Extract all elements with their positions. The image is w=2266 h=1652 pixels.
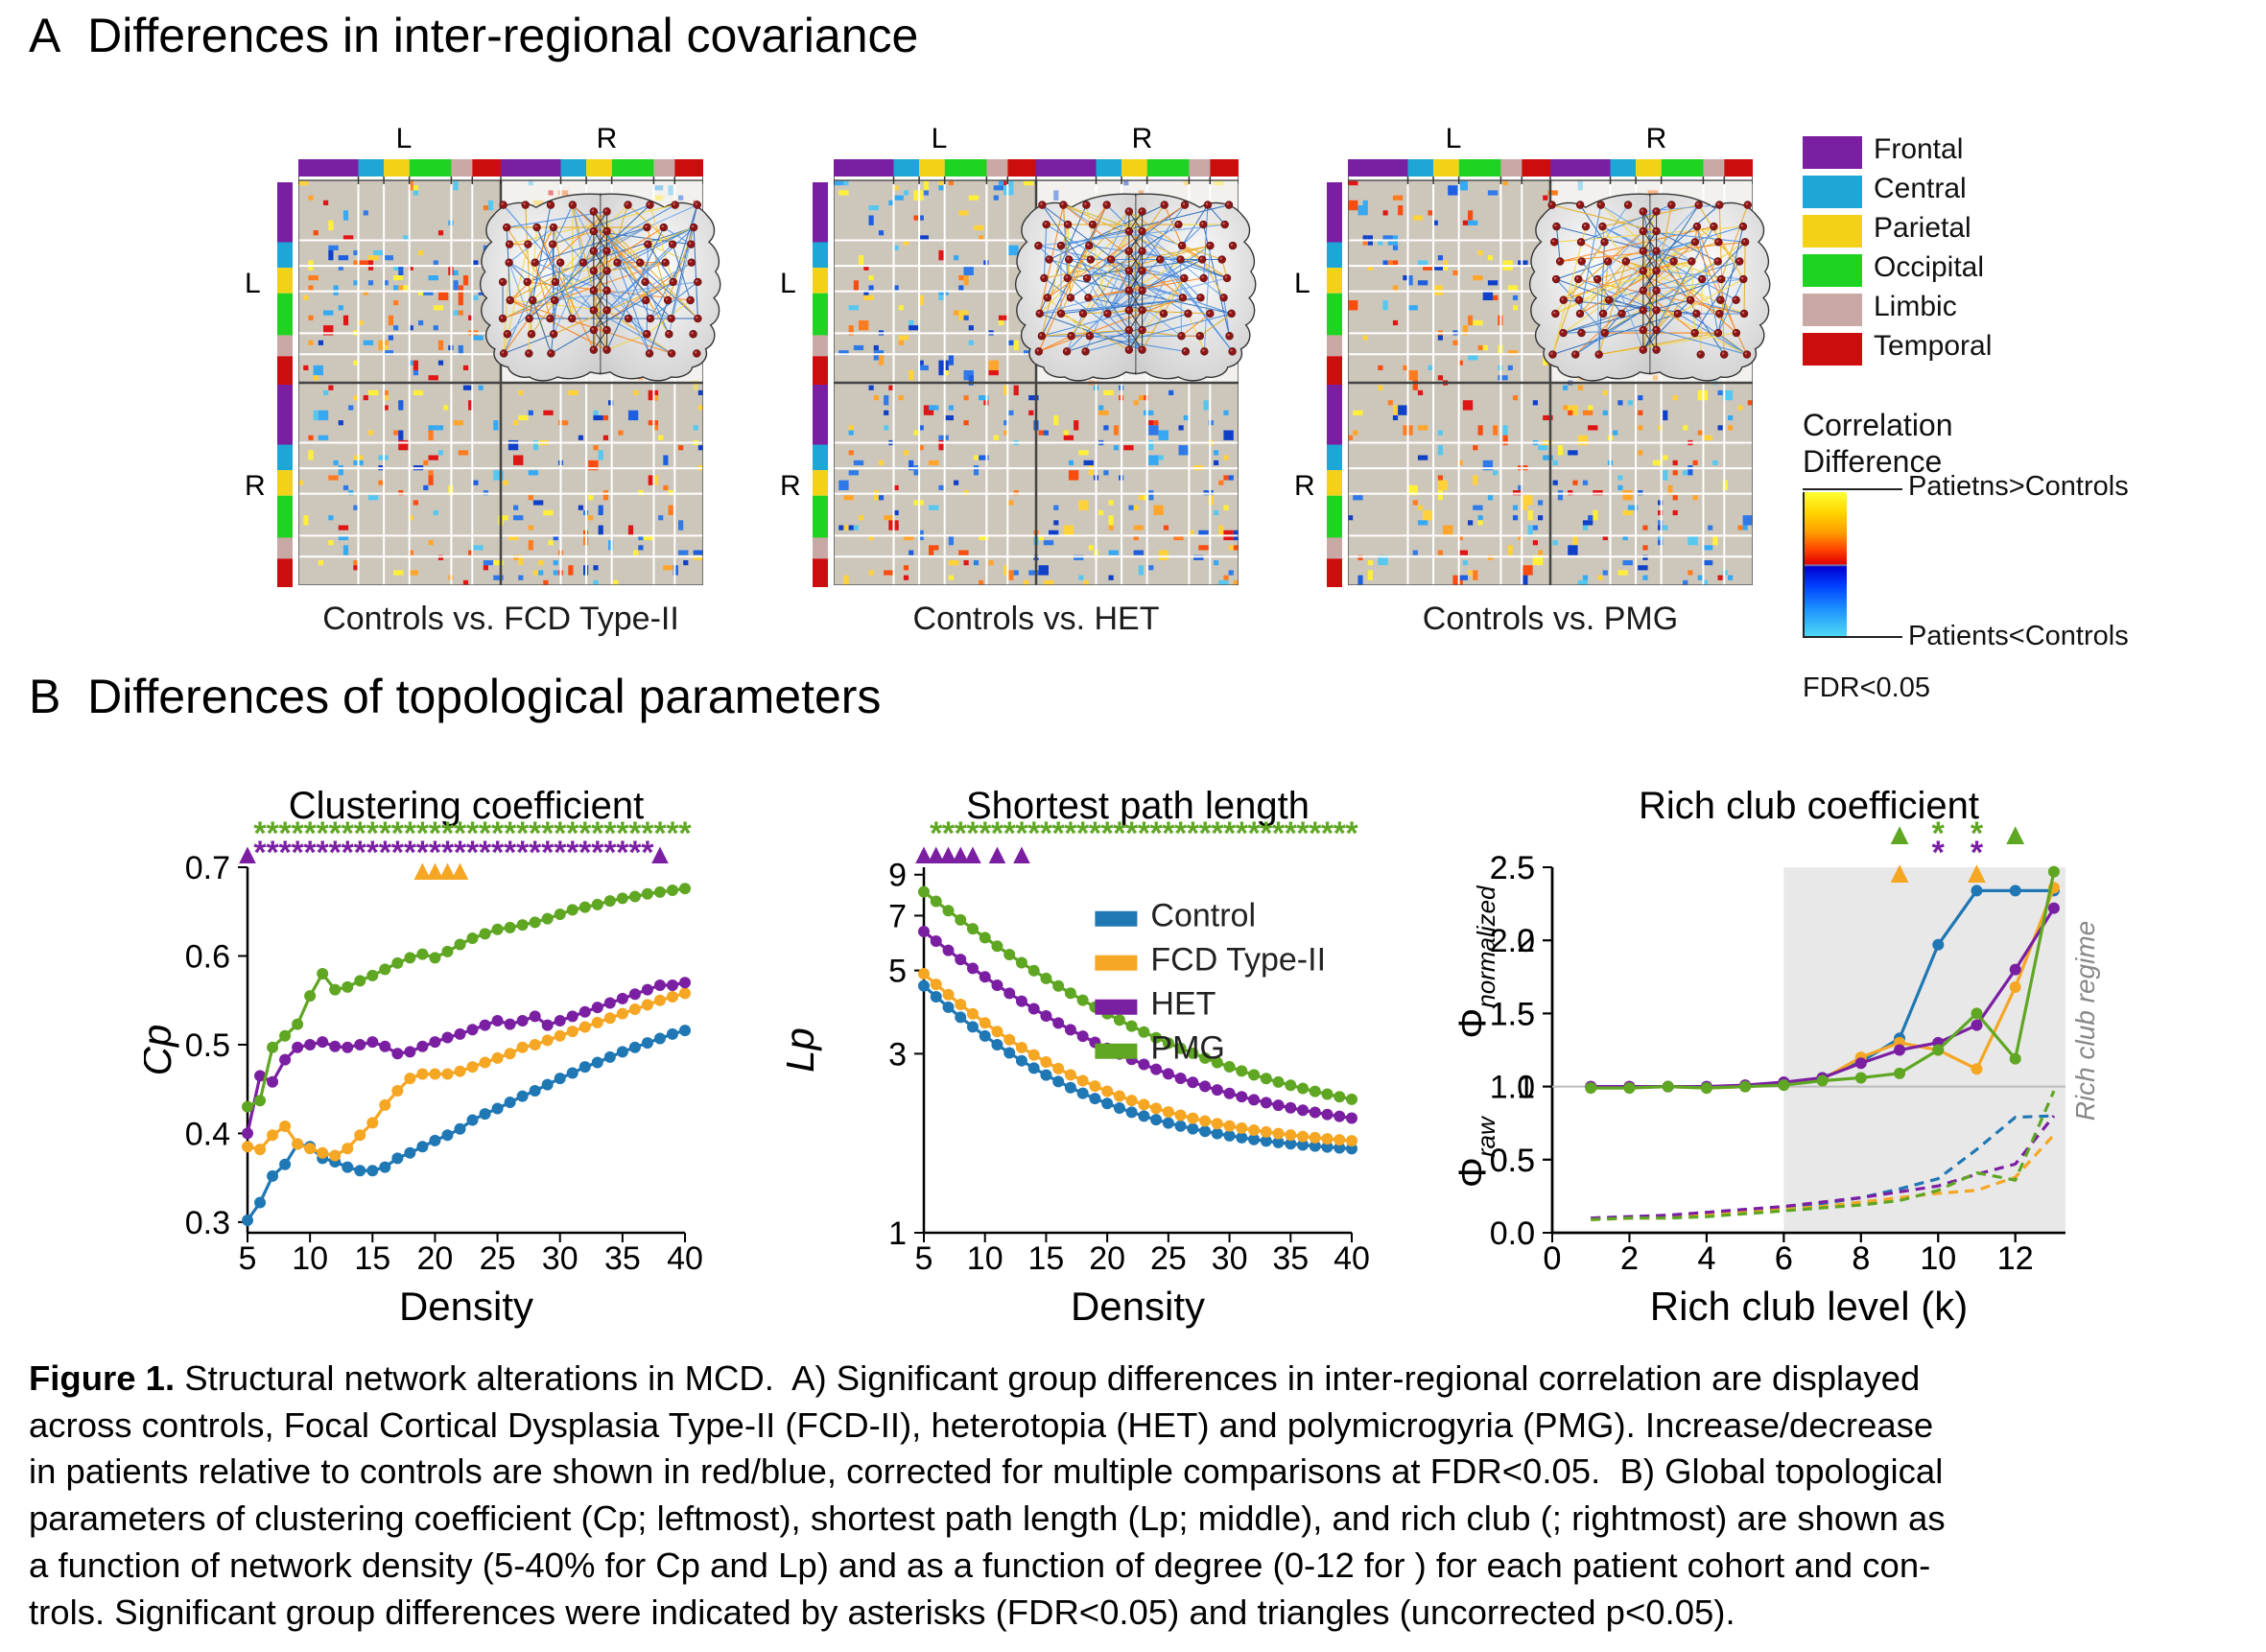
svg-text:HET: HET	[1150, 986, 1216, 1023]
svg-text:*: *	[342, 835, 355, 871]
svg-text:FCD Type-II: FCD Type-II	[1150, 942, 1326, 979]
svg-text:▲: ▲	[1962, 855, 1993, 889]
svg-text:0.0: 0.0	[1490, 1215, 1535, 1252]
svg-text:PMG: PMG	[1150, 1030, 1224, 1067]
svg-text:*: *	[628, 835, 642, 871]
svg-text:2: 2	[1620, 1240, 1639, 1277]
svg-text:6: 6	[1775, 1240, 1793, 1277]
svg-text:35: 35	[1272, 1240, 1309, 1277]
svg-text:*: *	[603, 835, 617, 871]
svg-text:Control: Control	[1150, 898, 1256, 934]
svg-text:35: 35	[604, 1240, 641, 1277]
svg-text:*: *	[516, 835, 530, 871]
svg-text:*: *	[541, 835, 555, 871]
svg-text:5: 5	[888, 954, 907, 990]
svg-text:*: *	[1345, 815, 1358, 852]
svg-text:5: 5	[915, 1240, 933, 1277]
svg-text:*: *	[591, 835, 604, 871]
svg-text:▲: ▲	[1884, 855, 1915, 889]
svg-text:0.7: 0.7	[185, 850, 230, 886]
svg-text:*: *	[554, 835, 567, 871]
svg-text:*: *	[566, 835, 579, 871]
svg-text:3: 3	[888, 1036, 907, 1073]
svg-text:25: 25	[480, 1240, 516, 1277]
svg-text:1: 1	[888, 1215, 907, 1252]
svg-text:12: 12	[1997, 1240, 2034, 1277]
svg-text:Cp: Cp	[144, 1025, 179, 1076]
svg-text:▲: ▲	[646, 838, 674, 870]
svg-text:15: 15	[1028, 1240, 1065, 1277]
svg-text:5: 5	[239, 1240, 257, 1277]
svg-text:Φraw: Φraw	[1452, 1115, 1500, 1188]
svg-text:Density: Density	[399, 1284, 533, 1329]
svg-text:10: 10	[292, 1240, 328, 1277]
svg-text:0: 0	[1544, 1240, 1562, 1277]
svg-text:*: *	[253, 835, 267, 871]
svg-text:0.3: 0.3	[185, 1205, 230, 1241]
svg-text:*: *	[678, 815, 692, 852]
svg-text:0.5: 0.5	[185, 1027, 230, 1064]
svg-text:Rich club coefficient: Rich club coefficient	[1639, 785, 1979, 827]
svg-text:Lp: Lp	[787, 1027, 822, 1073]
svg-text:20: 20	[1089, 1240, 1125, 1277]
svg-text:15: 15	[354, 1240, 390, 1277]
svg-text:10: 10	[967, 1240, 1003, 1277]
svg-text:Rich club level (k): Rich club level (k)	[1650, 1284, 1968, 1329]
svg-text:8: 8	[1852, 1240, 1870, 1277]
svg-text:*: *	[529, 835, 542, 871]
svg-text:*: *	[278, 835, 292, 871]
svg-text:*: *	[304, 835, 318, 871]
svg-text:*: *	[379, 835, 392, 871]
svg-text:*: *	[479, 835, 492, 871]
svg-text:40: 40	[1334, 1240, 1370, 1277]
svg-text:0.6: 0.6	[185, 938, 230, 975]
svg-text:*: *	[616, 835, 629, 871]
svg-text:*: *	[266, 835, 279, 871]
svg-text:20: 20	[417, 1240, 454, 1277]
svg-text:1.0: 1.0	[1490, 1070, 1535, 1106]
svg-text:7: 7	[888, 898, 907, 934]
svg-text:▲: ▲	[1007, 838, 1036, 870]
svg-text:*: *	[291, 835, 304, 871]
svg-text:Density: Density	[1071, 1284, 1205, 1329]
svg-text:*: *	[317, 835, 330, 871]
svg-text:*: *	[491, 835, 505, 871]
svg-text:*: *	[391, 835, 405, 871]
svg-text:▲: ▲	[2000, 816, 2031, 851]
svg-text:*: *	[329, 835, 342, 871]
svg-text:▲: ▲	[446, 855, 475, 886]
svg-text:30: 30	[1212, 1240, 1248, 1277]
svg-text:30: 30	[542, 1240, 578, 1277]
svg-text:Φnormalized: Φnormalized	[1452, 885, 1500, 1039]
svg-text:25: 25	[1150, 1240, 1187, 1277]
svg-text:40: 40	[667, 1240, 703, 1277]
svg-text:4: 4	[1697, 1240, 1715, 1277]
svg-text:*: *	[578, 835, 592, 871]
svg-text:*: *	[366, 835, 380, 871]
svg-text:0.4: 0.4	[185, 1116, 230, 1152]
svg-text:10: 10	[1920, 1240, 1956, 1277]
svg-text:*: *	[1932, 835, 1946, 871]
svg-text:Rich club regime: Rich club regime	[2070, 921, 2100, 1121]
svg-text:*: *	[354, 835, 367, 871]
svg-text:▲: ▲	[1884, 816, 1915, 851]
svg-text:9: 9	[888, 858, 907, 894]
svg-text:2.5: 2.5	[1490, 850, 1535, 886]
svg-text:*: *	[504, 835, 517, 871]
